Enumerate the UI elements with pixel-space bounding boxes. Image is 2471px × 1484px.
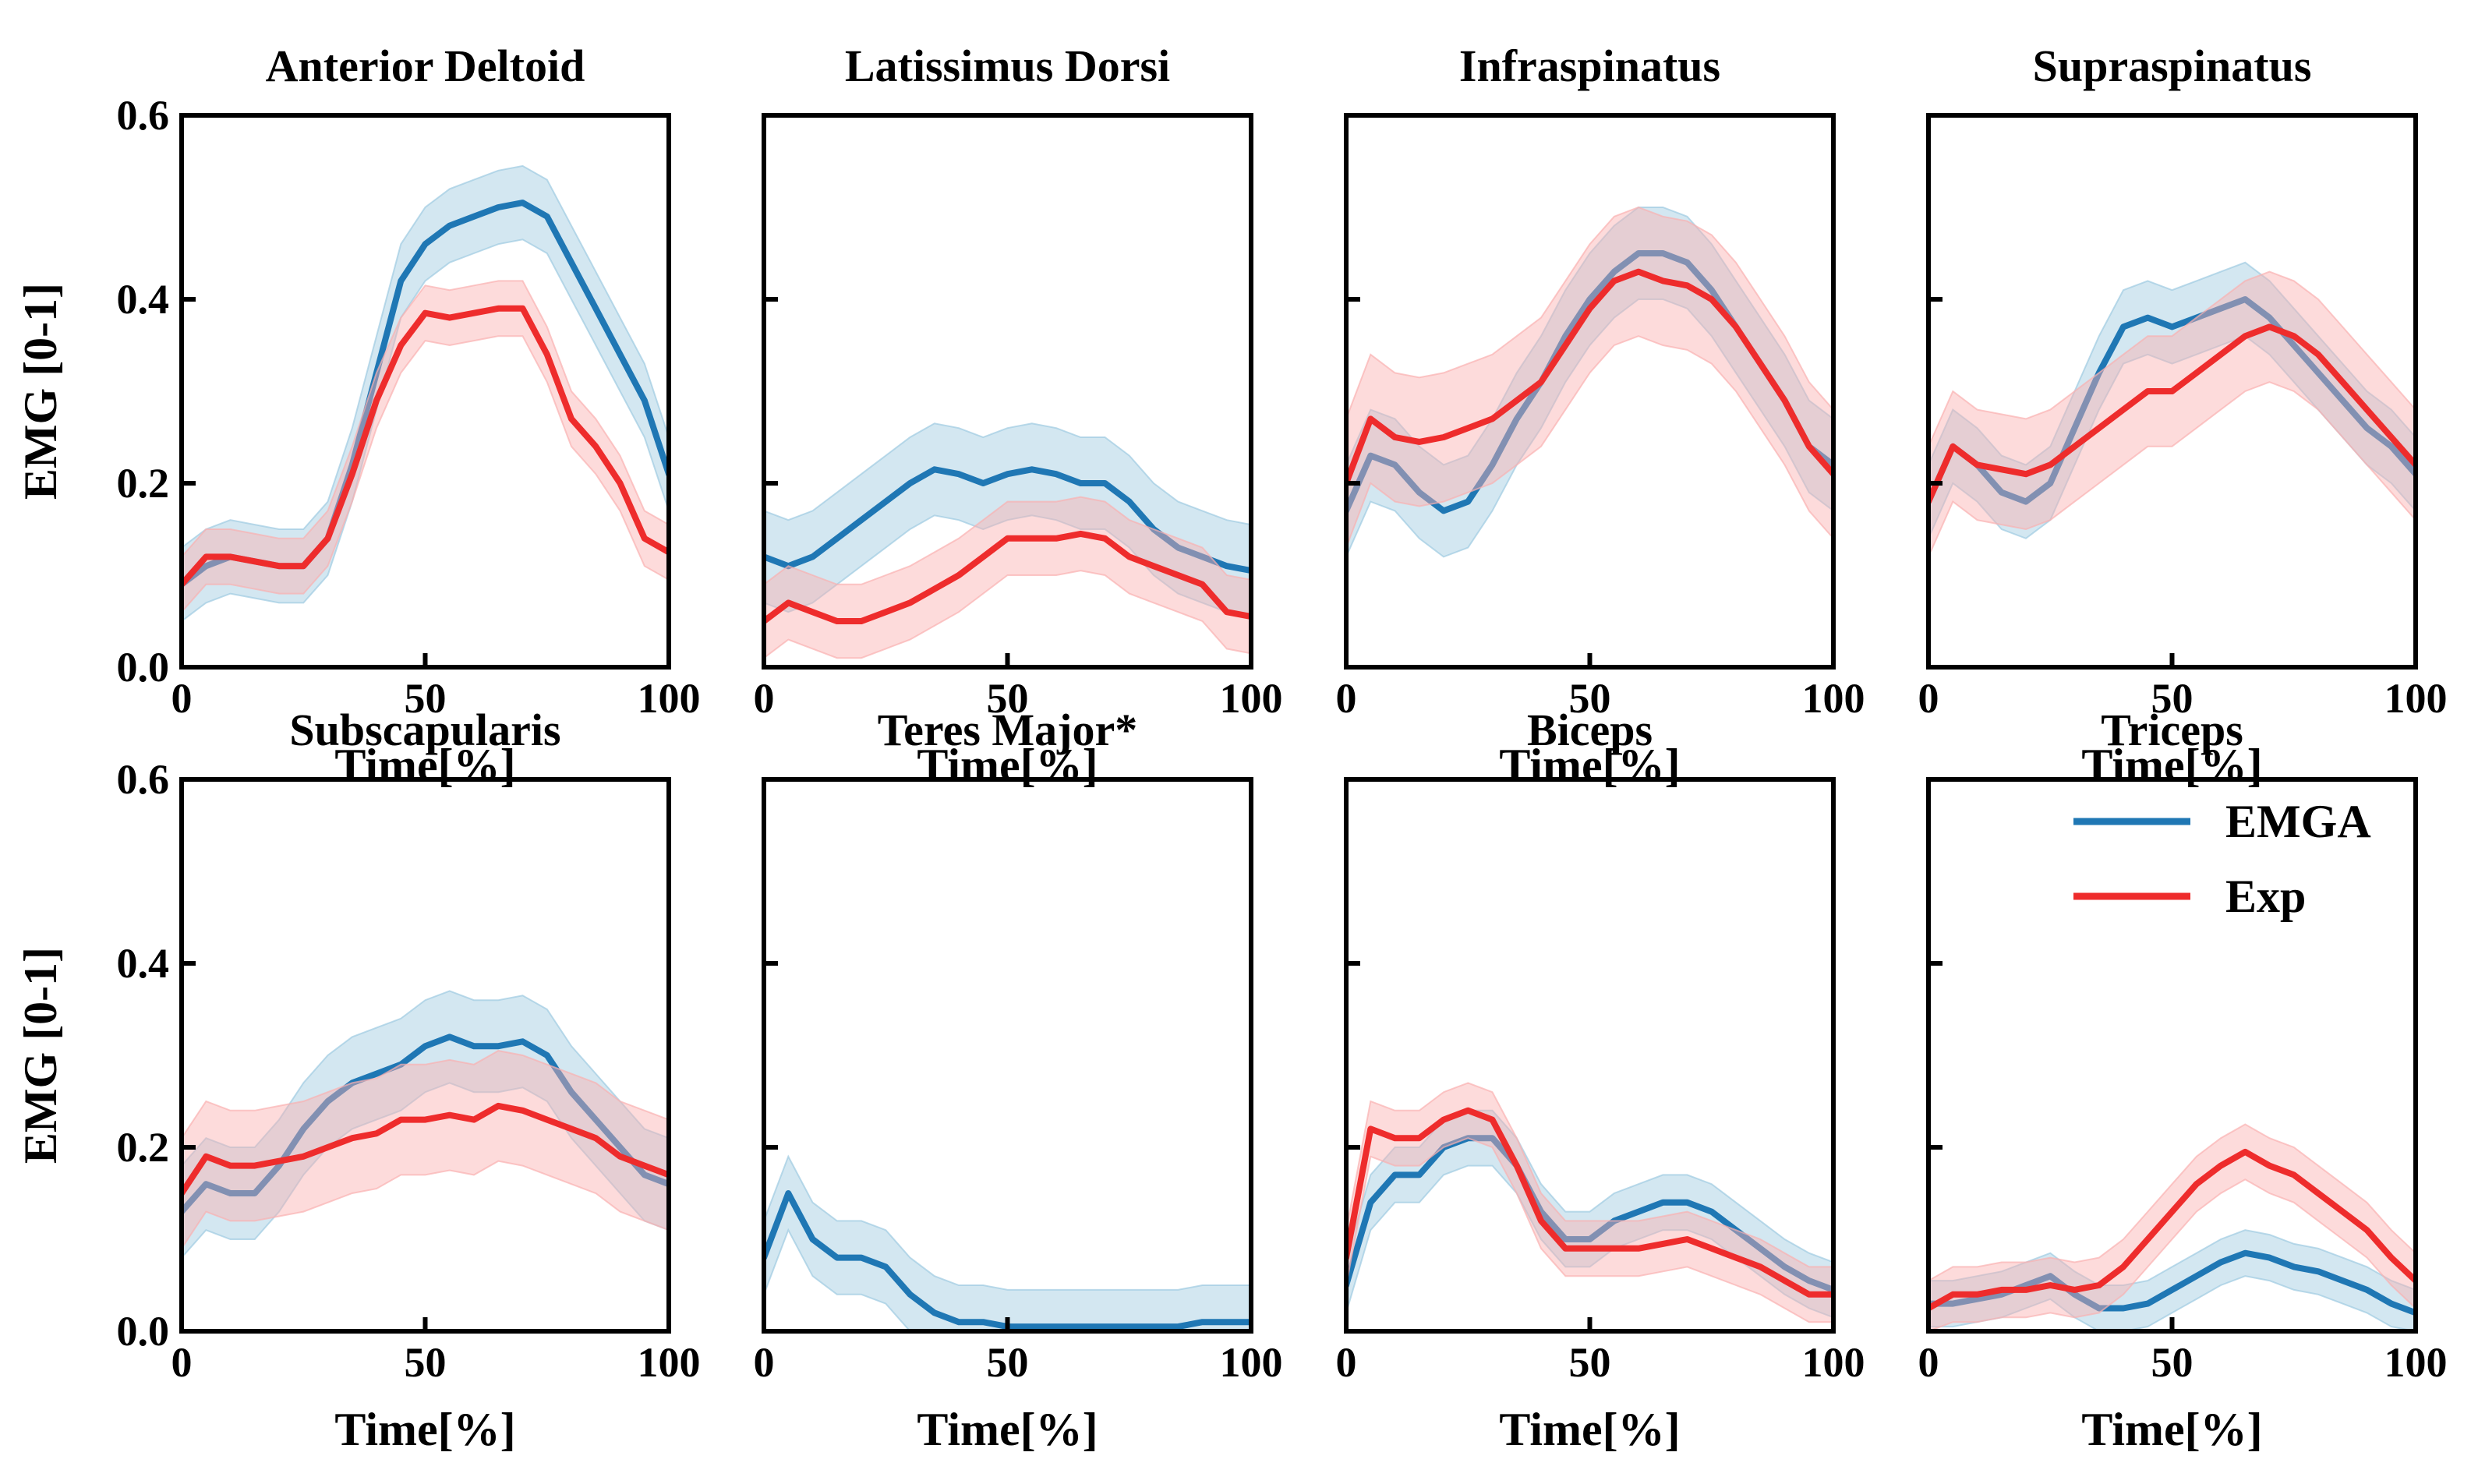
- x-tick-label: 50: [2151, 1339, 2193, 1386]
- x-tick-label: 100: [638, 675, 701, 722]
- x-tick-label: 100: [638, 1339, 701, 1386]
- x-tick-label: 0: [754, 1339, 775, 1386]
- panel-title: Triceps: [2101, 705, 2243, 755]
- x-tick-label: 100: [1802, 675, 1865, 722]
- plot-area: [1346, 206, 1833, 558]
- exp-line: [182, 305, 669, 588]
- plot-area: [764, 422, 1251, 659]
- y-axis-label: EMG [0-1]: [15, 947, 66, 1164]
- x-tick-label: 50: [405, 1339, 447, 1386]
- plot-area: [182, 164, 669, 623]
- panel-title: Subscapularis: [289, 705, 560, 755]
- y-tick-label: 0.2: [117, 1124, 170, 1171]
- y-tick-label: 0.0: [117, 1308, 170, 1355]
- x-axis-label: Time[%]: [1499, 1404, 1680, 1455]
- exp-line: [1928, 1148, 2416, 1312]
- y-axis-label: EMG [0-1]: [15, 283, 66, 500]
- y-tick-label: 0.6: [117, 756, 170, 803]
- x-tick-label: 0: [754, 675, 775, 722]
- x-tick-label: 0: [1918, 1339, 1939, 1386]
- exp-line: [1346, 268, 1833, 486]
- panel-title: Anterior Deltoid: [266, 41, 585, 91]
- exp-band: [1346, 206, 1833, 548]
- panel-title: Supraspinatus: [2033, 41, 2312, 91]
- exp-band: [182, 280, 669, 613]
- y-tick-label: 0.6: [117, 92, 170, 139]
- panel-title: Biceps: [1527, 705, 1653, 755]
- x-tick-label: 0: [1918, 675, 1939, 722]
- emga-line: [182, 1034, 669, 1215]
- x-axis-label: Time[%]: [917, 1404, 1098, 1455]
- emga-band: [764, 1154, 1251, 1331]
- emga-line: [764, 466, 1251, 574]
- panel-title: Latissimus Dorsi: [845, 41, 1170, 91]
- x-tick-label: 100: [1220, 1339, 1283, 1386]
- y-tick-label: 0.4: [117, 940, 170, 987]
- exp-line: [182, 1102, 669, 1196]
- x-tick-label: 0: [171, 1339, 193, 1386]
- exp-line: [764, 530, 1251, 624]
- x-axis-label: Time[%]: [1499, 740, 1680, 791]
- legend: EMGA Exp: [2073, 796, 2371, 922]
- plot-area: [182, 990, 669, 1260]
- panel-title: Infraspinatus: [1459, 41, 1720, 91]
- x-axis-label: Time[%]: [334, 1404, 515, 1455]
- emga-line: [1346, 1135, 1833, 1293]
- exp-band: [764, 496, 1251, 659]
- x-tick-label: 50: [987, 675, 1029, 722]
- y-tick-label: 0.2: [117, 460, 170, 507]
- x-axis-label: Time[%]: [2081, 740, 2262, 791]
- x-tick-label: 100: [1802, 1339, 1865, 1386]
- panel-anterior-deltoid: 0.0 0.2 0.4 0.6 0 50 100 Anterior Deltoid Time[%…: [15, 41, 701, 791]
- exp-line: [1346, 1107, 1833, 1298]
- y-tick-label: 0.4: [117, 276, 170, 323]
- emga-band: [764, 422, 1251, 618]
- panel-title: Teres Major*: [878, 705, 1137, 755]
- legend-exp-label: Exp: [2225, 871, 2306, 922]
- x-tick-label: 100: [1220, 675, 1283, 722]
- x-tick-label: 50: [1569, 1339, 1611, 1386]
- x-tick-label: 50: [987, 1339, 1029, 1386]
- x-axis-label: Time[%]: [917, 740, 1098, 791]
- x-tick-label: 0: [1336, 675, 1357, 722]
- exp-line: [1928, 323, 2416, 505]
- plot-area: [764, 1154, 1251, 1331]
- emga-band: [1928, 261, 2416, 539]
- legend-emga-label: EMGA: [2225, 796, 2371, 847]
- x-tick-label: 50: [1569, 675, 1611, 722]
- x-tick-label: 50: [2151, 675, 2193, 722]
- plot-area: [1928, 261, 2416, 557]
- exp-band: [1346, 1082, 1833, 1323]
- y-tick-label: 0.0: [117, 644, 170, 691]
- emga-line: [1928, 296, 2416, 505]
- exp-band: [1928, 270, 2416, 557]
- x-tick-label: 50: [405, 675, 447, 722]
- panel-infraspinatus: 0 50 100 Infraspinatus Time[%]: [1336, 41, 1865, 791]
- axes-frame: [1926, 777, 2418, 1334]
- exp-band: [182, 1050, 669, 1250]
- panel-supraspinatus: 0 50 100 Supraspinatus Time[%]: [1918, 41, 2448, 791]
- x-tick-label: 0: [171, 675, 193, 722]
- x-tick-label: 100: [2384, 675, 2448, 722]
- panel-subscapularis: 0.00.20.40.60 50 100SubscapularisTime[%]EM…: [15, 705, 701, 1455]
- emga-band: [182, 164, 669, 623]
- x-axis-label: Time[%]: [334, 740, 515, 791]
- x-axis-label: Time[%]: [2081, 1404, 2262, 1455]
- x-tick-label: 100: [2384, 1339, 2448, 1386]
- plot-area: [1928, 1123, 2416, 1331]
- plot-area: [1346, 1082, 1833, 1323]
- x-tick-label: 0: [1336, 1339, 1357, 1386]
- panel-latissimus-dorsi: 0 50 100 Latissimus Dorsi Time[%]: [754, 41, 1283, 791]
